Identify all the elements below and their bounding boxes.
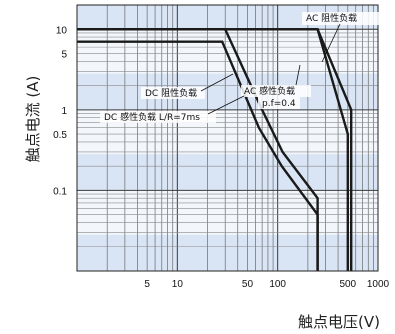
- y-tick-label: 10: [56, 25, 68, 36]
- annotation-label: p.f=0.4: [262, 99, 296, 109]
- annotation-label: DC 感性负载 L/R=7ms: [104, 111, 200, 123]
- annotation-label: AC 感性负载: [244, 85, 295, 97]
- y-tick-label: 0.1: [53, 186, 67, 197]
- x-tick-label: 50: [242, 279, 254, 290]
- annotation-backdrop: [302, 12, 380, 25]
- annotation-label: DC 阻性负载: [145, 87, 197, 99]
- shade-band: [77, 190, 378, 235]
- series-lines: [77, 28, 353, 271]
- annotation-backdrop: [141, 87, 205, 99]
- series-line-3: [77, 28, 349, 271]
- annotation-label: AC 阻性负载: [306, 12, 357, 24]
- tick-labels: 5 10 50 100 500 1000 10 5 1 0.5 0.1: [53, 25, 389, 290]
- y-axis-title: 触点电流 (A): [24, 76, 42, 163]
- y-tick-label: 1: [61, 106, 67, 117]
- x-tick-label: 5: [144, 279, 150, 290]
- annotations: AC 阻性负载 AC 感性负载 p.f=0.4 DC 阻性负载 DC 感性负载 L/R=…: [100, 12, 380, 123]
- x-tick-label: 500: [339, 279, 356, 290]
- y-tick-label: 0.5: [53, 130, 67, 141]
- annotation-backdrop: [258, 97, 300, 109]
- x-tick-label: 1000: [367, 279, 390, 290]
- x-tick-label: 100: [269, 279, 286, 290]
- annotation-backdrop: [241, 85, 311, 97]
- annotation-backdrop: [100, 111, 216, 123]
- annotation-leader-line: [321, 23, 341, 63]
- series-line-1: [77, 40, 319, 271]
- y-tick-label: 5: [61, 50, 67, 61]
- annotation-leader-line: [200, 73, 234, 92]
- annotation-leader-line: [207, 95, 245, 115]
- x-axis-title: 触点电压(V): [298, 313, 380, 331]
- grid: [77, 5, 378, 271]
- annotation-leader-line: [295, 64, 301, 86]
- plot-frame: [76, 4, 379, 272]
- x-tick-label: 10: [172, 279, 184, 290]
